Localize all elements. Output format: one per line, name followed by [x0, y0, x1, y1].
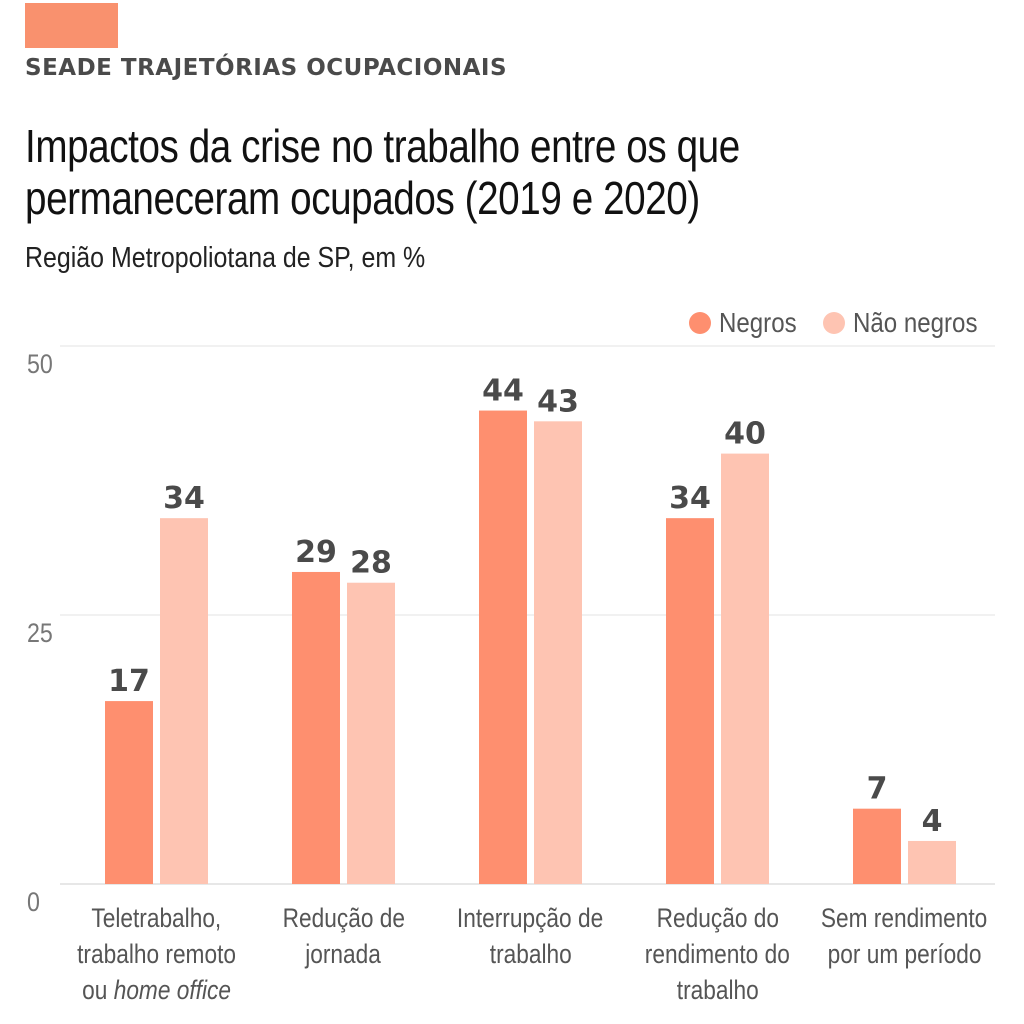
chart-title-line-1: Impactos da crise no trabalho entre os q…	[25, 120, 740, 172]
bar-nao-negros-3	[721, 453, 769, 884]
x-category-label-4: Sem rendimento por um período	[821, 903, 988, 969]
data-label-nao-negros-4: 4	[922, 804, 943, 839]
data-label-negros-2: 44	[482, 374, 524, 409]
bar-negros-2	[479, 410, 527, 884]
data-label-negros-3: 34	[669, 481, 711, 516]
data-label-nao-negros-3: 40	[724, 417, 766, 452]
bar-negros-1	[292, 571, 340, 884]
legend-item-negros: Negros	[688, 307, 809, 339]
brand-name: SEADE TRAJETÓRIAS OCUPACIONAIS	[25, 55, 508, 81]
y-tick-label-50: 50	[27, 349, 53, 379]
data-label-nao-negros-0: 34	[163, 481, 205, 516]
chart-title: Impactos da crise no trabalho entre os q…	[25, 120, 848, 224]
data-label-nao-negros-1: 28	[350, 546, 392, 581]
chart-legend: Negros Não negros	[688, 305, 998, 341]
legend-item-nao-negros: Não negros	[823, 307, 998, 339]
x-category-label-0: Teletrabalho, trabalho remoto ou home offi…	[77, 903, 236, 1005]
legend-swatch-negros	[688, 312, 711, 334]
x-category-label-3: Redução do rendimento do trabalho	[644, 903, 791, 1005]
legend-label-nao-negros: Não negros	[853, 307, 978, 338]
chart-title-line-2: permaneceram ocupados (2019 e 2020)	[25, 172, 700, 224]
x-category-label-1: Redução de jornada	[282, 903, 405, 969]
chart-subtitle: Região Metropoliotana de SP, em %	[25, 242, 426, 274]
data-label-negros-1: 29	[295, 535, 337, 570]
bar-negros-3	[666, 518, 714, 884]
data-label-negros-0: 17	[108, 664, 150, 699]
data-label-negros-4: 7	[867, 772, 888, 807]
y-tick-label-25: 25	[27, 618, 53, 648]
bar-nao-negros-4	[908, 840, 956, 884]
data-label-nao-negros-2: 43	[537, 384, 579, 419]
legend-label-negros: Negros	[718, 307, 797, 338]
bar-nao-negros-2	[534, 421, 582, 884]
legend-swatch-nao-negros	[823, 312, 846, 334]
bar-negros-0	[105, 701, 153, 884]
x-category-label-2: Interrupção de trabalho	[457, 903, 604, 969]
bar-nao-negros-1	[347, 582, 395, 884]
y-tick-label-0: 0	[27, 887, 40, 917]
brand-logo-block	[25, 3, 118, 48]
bar-negros-4	[853, 808, 901, 884]
bar-nao-negros-0	[160, 518, 208, 884]
